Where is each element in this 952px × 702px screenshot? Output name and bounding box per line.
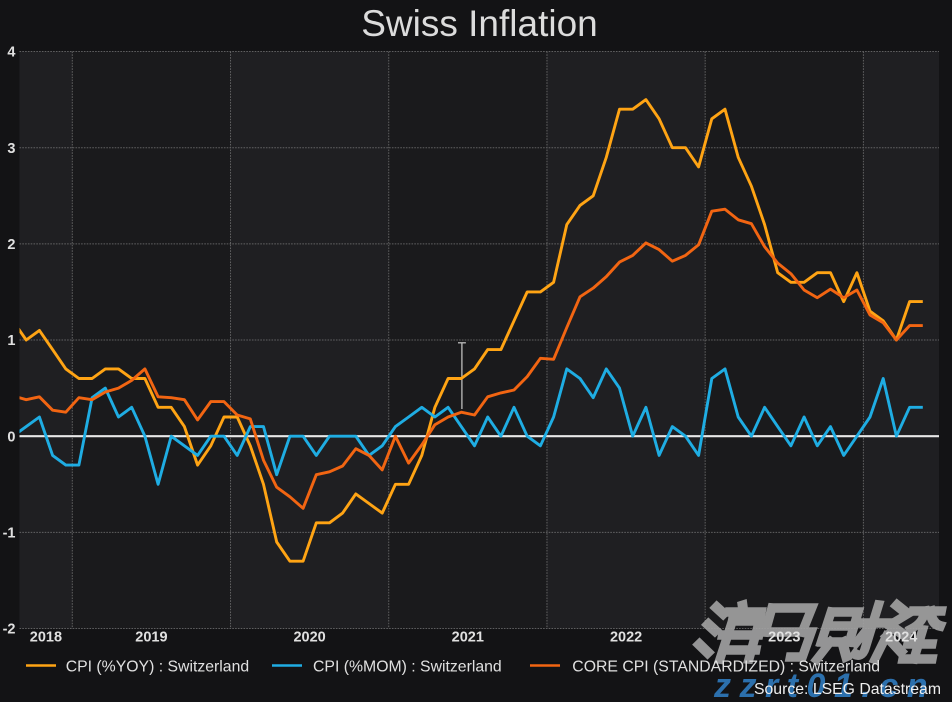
svg-text:2019: 2019 <box>135 629 167 645</box>
svg-text:2: 2 <box>7 237 15 253</box>
svg-text:Source: LSEG Datastream: Source: LSEG Datastream <box>754 681 941 698</box>
svg-text:-2: -2 <box>3 622 16 638</box>
svg-text:4: 4 <box>7 45 15 61</box>
svg-text:CPI (%MOM) : Switzerland: CPI (%MOM) : Switzerland <box>313 659 502 676</box>
svg-text:2020: 2020 <box>293 629 325 645</box>
svg-text:2022: 2022 <box>610 629 642 645</box>
svg-text:2021: 2021 <box>452 629 484 645</box>
svg-text:3: 3 <box>7 141 15 157</box>
svg-text:0: 0 <box>7 429 15 445</box>
svg-text:1: 1 <box>7 333 15 349</box>
svg-text:2024: 2024 <box>885 629 917 645</box>
svg-text:2018: 2018 <box>30 629 62 645</box>
svg-text:CORE CPI (STANDARDIZED) : Swit: CORE CPI (STANDARDIZED) : Switzerland <box>572 659 880 676</box>
svg-text:CPI (%YOY) : Switzerland: CPI (%YOY) : Switzerland <box>66 659 249 676</box>
svg-text:zzrt01.cn: zzrt01.cn <box>713 667 936 702</box>
svg-text:2023: 2023 <box>768 629 800 645</box>
svg-text:Swiss Inflation: Swiss Inflation <box>361 3 598 44</box>
svg-text:-1: -1 <box>3 526 16 542</box>
